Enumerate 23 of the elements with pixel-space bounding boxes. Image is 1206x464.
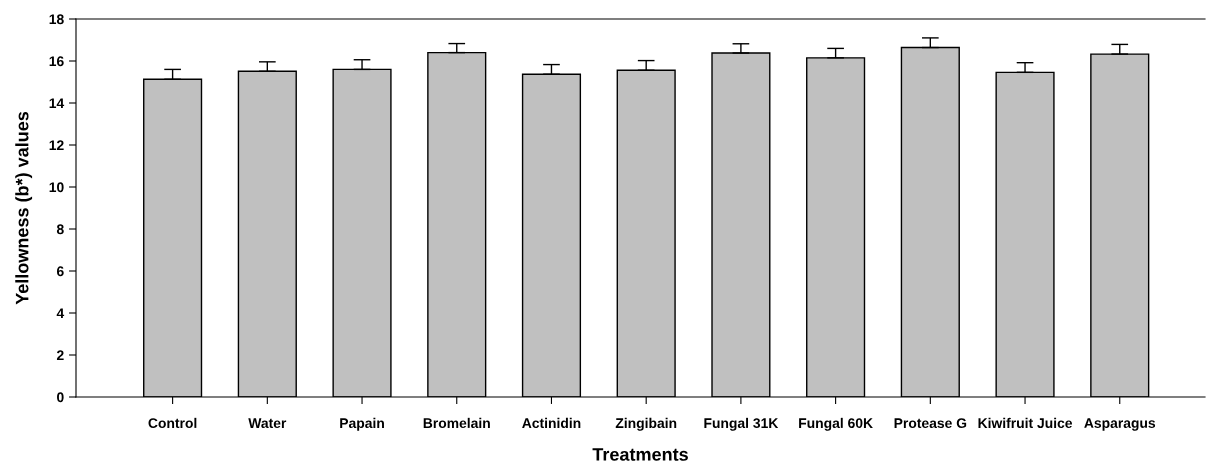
x-tick-label: Water <box>248 418 287 429</box>
y-tick-label: 4 <box>56 308 65 319</box>
x-tick-label: Fungal 31K <box>704 417 779 431</box>
y-tick-label: 12 <box>49 140 64 151</box>
y-tick-label: 6 <box>56 266 64 277</box>
x-tick-label: Protease G <box>894 418 967 429</box>
y-tick-label: 10 <box>49 182 64 193</box>
x-tick-label: Kiwifruit Juice <box>978 417 1073 429</box>
x-tick-label: Fungal 60K <box>799 417 873 431</box>
y-tick-label: 18 <box>49 14 64 25</box>
y-tick-label: 0 <box>57 392 64 403</box>
x-tick-label: Bromelain <box>423 417 490 429</box>
y-tick-label: 14 <box>49 98 65 109</box>
x-tick-label: Control <box>148 417 197 429</box>
x-axis-title: Treatments <box>592 448 688 461</box>
x-tick-label: Zingibain <box>615 417 677 431</box>
y-tick-label: 8 <box>56 224 64 235</box>
y-tick-label: 16 <box>49 56 64 67</box>
y-axis-title: Yellowness (b*) values <box>15 111 33 305</box>
x-tick-label: Papain <box>340 417 384 431</box>
x-tick-label: Asparagus <box>1084 418 1156 431</box>
y-tick-label: 2 <box>56 350 64 361</box>
x-tick-label: Actinidin <box>522 417 581 429</box>
